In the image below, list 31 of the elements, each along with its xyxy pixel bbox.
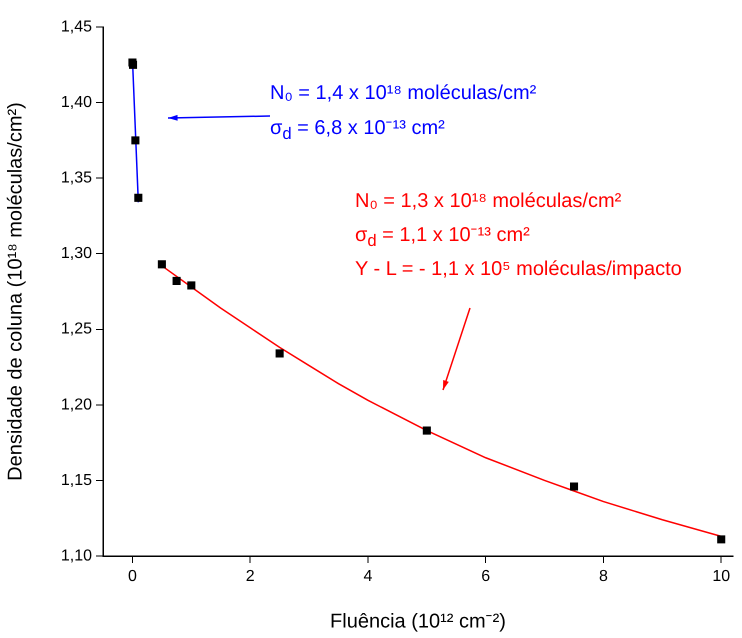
- y-tick-label: 1,40: [60, 94, 92, 111]
- point: [172, 276, 181, 285]
- point: [128, 60, 138, 69]
- x-tick-label: 6: [481, 568, 490, 586]
- y-tick-label: 1,25: [60, 320, 92, 338]
- x-tick-label: 4: [364, 568, 372, 586]
- y-tick-label: 1,45: [60, 18, 92, 36]
- point: [131, 136, 140, 144]
- x-axis-title: Fluência (10¹² cm⁻²): [330, 610, 506, 633]
- y-tick-label: 1,15: [60, 472, 92, 489]
- x-tick-label: 0: [128, 568, 137, 586]
- point: [276, 349, 284, 358]
- annotation: N₀ = 1,3 x 10¹⁸ moléculas/cm²: [355, 189, 622, 214]
- point: [717, 535, 726, 544]
- y-tick-label: 1,30: [60, 245, 92, 262]
- annotation: σ$_{d}$ = 6,8 x 10⁻¹³ cm²: [270, 116, 445, 145]
- point: [134, 194, 142, 202]
- x-tick-label: 2: [246, 568, 255, 586]
- point: [158, 260, 166, 268]
- y-tick-label: 1,10: [60, 547, 92, 564]
- x-tick-label: 8: [599, 568, 608, 586]
- y-tick-label: 1,35: [60, 170, 92, 187]
- y-axis-title: Densidade de coluna (10¹⁸ moléculas/cm²): [4, 102, 27, 481]
- annotation: Y - L = - 1,1 x 10⁵ moléculas/impacto: [355, 257, 682, 282]
- y-tick-label: 1,20: [60, 396, 92, 414]
- point: [570, 482, 578, 491]
- annotation: N₀ = 1,4 x 10¹⁸ moléculas/cm²: [270, 81, 536, 106]
- annotation: σ$_{d}$ = 1,1 x 10⁻¹³ cm²: [355, 223, 530, 252]
- point: [187, 281, 196, 290]
- point: [422, 426, 431, 435]
- x-tick-label: 10: [712, 568, 730, 586]
